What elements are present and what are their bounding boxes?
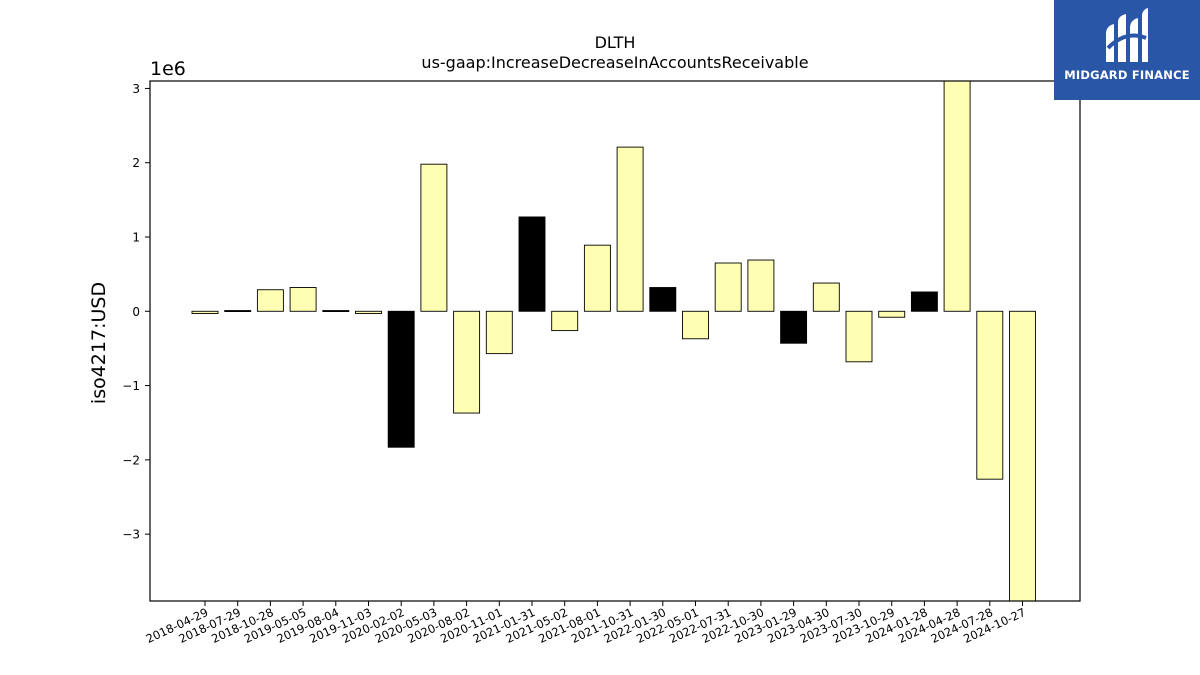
bar-2020-02-02: [387, 310, 415, 448]
bar-2021-10-31: [616, 146, 644, 312]
chart-subtitle: us-gaap:IncreaseDecreaseInAccountsReceiv…: [421, 53, 808, 72]
plot-frame: [149, 80, 1081, 602]
x-ticks-group: 2018-04-292018-07-292018-10-282019-05-05…: [144, 601, 1028, 646]
bar-2020-11-01: [485, 310, 513, 355]
bar-2021-05-02: [551, 310, 579, 332]
bar-2024-01-28: [910, 291, 938, 312]
bar-2023-04-30: [812, 282, 840, 312]
bar-2021-01-31: [518, 216, 546, 312]
bar-2018-10-28: [256, 289, 284, 312]
y-tick-label: 1: [132, 231, 140, 245]
brand-mark-icon: [1106, 8, 1148, 62]
bar-2023-07-30: [845, 310, 873, 363]
bar-2023-01-29: [780, 310, 808, 344]
y-offset-label: 1e6: [150, 58, 186, 80]
bar-2022-01-30: [649, 287, 677, 312]
bar-2022-07-31: [714, 262, 742, 312]
y-axis-label: iso4217:USD: [88, 282, 110, 404]
bar-2024-04-28: [943, 80, 971, 312]
y-tick-label: −3: [122, 528, 140, 542]
y-tick-label: 2: [132, 156, 140, 170]
y-tick-label: −1: [122, 379, 140, 393]
y-ticks-group: 3 2 1 0 −1 −2 −3: [122, 82, 150, 542]
bar-2023-10-29: [878, 310, 906, 318]
y-tick-label: 3: [132, 82, 140, 96]
brand-name: MIDGARD FINANCE: [1064, 68, 1190, 82]
brand-logo: MIDGARD FINANCE: [1054, 0, 1200, 100]
bar-2021-08-01: [583, 244, 611, 312]
bar-2024-07-28: [976, 310, 1004, 480]
y-tick-label: 0: [132, 305, 140, 319]
bar-2018-04-29: [191, 310, 219, 314]
bar-2022-10-30: [747, 259, 775, 312]
bar-2019-11-03: [355, 310, 382, 314]
bar-2018-07-29: [224, 310, 252, 312]
bar-2022-05-01: [682, 310, 709, 340]
bar-2024-10-27: [1009, 310, 1036, 602]
bars-group: [191, 80, 1036, 602]
bar-2019-08-04: [322, 310, 350, 312]
bar-2020-05-03: [420, 163, 448, 312]
chart-title: DLTH: [595, 33, 636, 52]
bar-2020-08-02: [453, 310, 481, 414]
bar-2019-05-05: [289, 287, 317, 312]
y-tick-label: −2: [122, 453, 140, 467]
